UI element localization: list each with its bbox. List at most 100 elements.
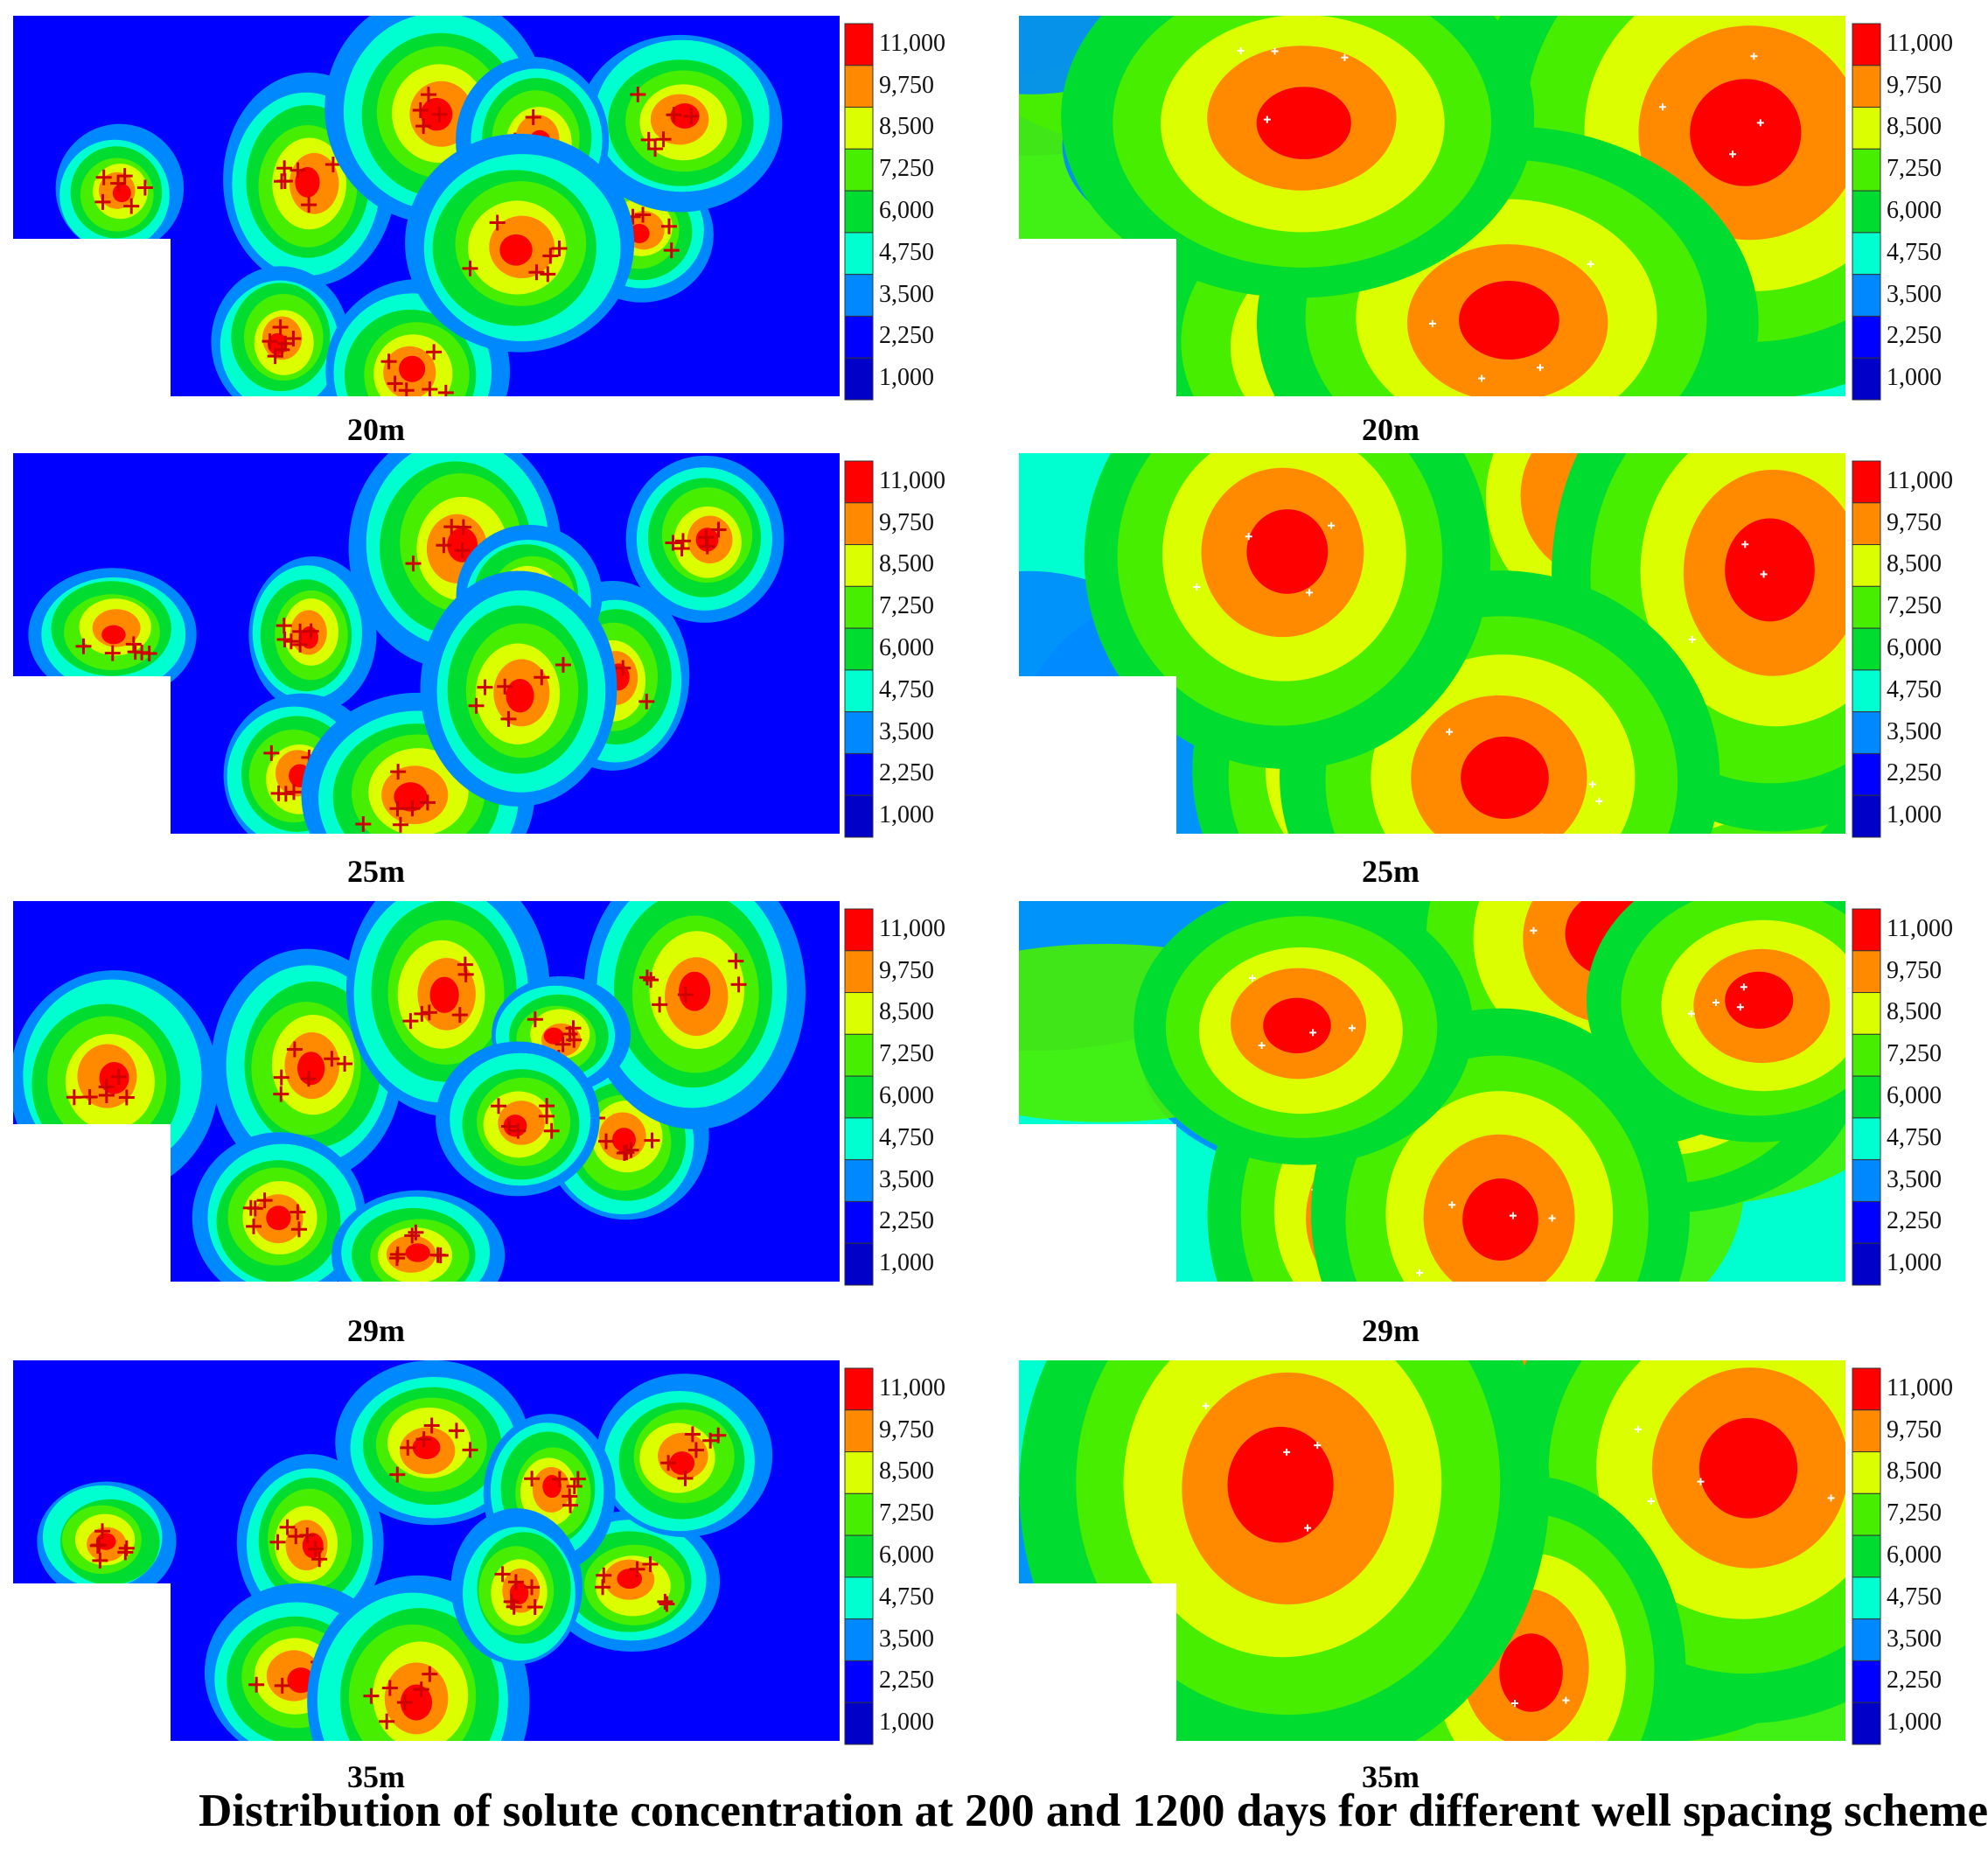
well-marker bbox=[307, 1541, 324, 1557]
colorbar-swatch bbox=[1852, 711, 1881, 754]
well-marker bbox=[92, 1552, 108, 1569]
colorbar-swatch bbox=[1852, 315, 1881, 359]
colorbar-label: 3,500 bbox=[879, 717, 934, 745]
well-marker bbox=[684, 1426, 701, 1443]
colorbar-label: 8,500 bbox=[1887, 1457, 1942, 1485]
colorbar-label: 8,500 bbox=[879, 550, 934, 578]
colorbar-swatch bbox=[844, 1702, 874, 1745]
colorbar-label: 7,250 bbox=[1887, 155, 1942, 183]
well-marker bbox=[125, 636, 142, 653]
well-marker bbox=[299, 1527, 316, 1543]
well-marker bbox=[398, 382, 415, 396]
well-marker bbox=[1348, 1024, 1356, 1032]
well-marker bbox=[1237, 47, 1245, 55]
well-marker bbox=[497, 678, 513, 695]
colorbar-swatch bbox=[844, 65, 874, 108]
colorbar-swatch bbox=[844, 148, 874, 192]
plume-contour bbox=[542, 1475, 562, 1499]
well-marker bbox=[123, 198, 140, 214]
well-marker bbox=[661, 218, 677, 234]
well-marker bbox=[355, 815, 372, 832]
plume-contour bbox=[1725, 971, 1794, 1029]
colorbar-swatch bbox=[1852, 1242, 1881, 1286]
colorbar-label: 2,250 bbox=[1887, 1207, 1942, 1235]
colorbar bbox=[844, 23, 874, 401]
well-marker bbox=[543, 1122, 560, 1139]
colorbar-label: 9,750 bbox=[879, 956, 934, 984]
well-marker bbox=[566, 1478, 582, 1494]
well-marker bbox=[405, 556, 422, 572]
colorbar-swatch bbox=[1852, 1200, 1881, 1244]
well-marker bbox=[629, 1561, 645, 1577]
well-marker bbox=[379, 1713, 395, 1730]
well-marker bbox=[95, 169, 112, 185]
well-marker bbox=[286, 784, 303, 800]
plume-contour bbox=[1725, 518, 1815, 622]
well-marker bbox=[422, 1666, 438, 1682]
well-marker bbox=[528, 264, 545, 281]
panel-caption: 29m bbox=[1362, 1313, 1420, 1348]
colorbar-swatch bbox=[844, 627, 874, 671]
colorbar-swatch bbox=[844, 460, 874, 504]
colorbar-label: 2,250 bbox=[1887, 759, 1942, 787]
well-marker bbox=[248, 1676, 265, 1693]
colorbar-label: 4,750 bbox=[1887, 1583, 1942, 1611]
well-marker bbox=[647, 141, 664, 157]
well-marker bbox=[110, 175, 127, 192]
colorbar-swatch bbox=[844, 585, 874, 629]
well-marker bbox=[1587, 260, 1594, 268]
well-marker bbox=[413, 1681, 429, 1698]
well-marker bbox=[503, 1593, 520, 1610]
well-marker bbox=[81, 1089, 98, 1106]
well-marker bbox=[555, 1036, 571, 1052]
plume-contour bbox=[1263, 997, 1331, 1054]
well-marker bbox=[277, 335, 294, 352]
colorbar-label: 11,000 bbox=[1887, 914, 1953, 942]
well-marker bbox=[1304, 1524, 1312, 1532]
plume-contour bbox=[499, 234, 533, 266]
well-marker bbox=[1283, 1448, 1291, 1456]
well-marker bbox=[118, 1089, 135, 1106]
colorbar-swatch bbox=[844, 1117, 874, 1161]
well-marker bbox=[422, 381, 438, 396]
well-marker bbox=[1688, 636, 1696, 644]
colorbar-label: 7,250 bbox=[1887, 1499, 1942, 1527]
plume-contour bbox=[1459, 280, 1559, 360]
colorbar-swatch bbox=[1852, 752, 1881, 796]
colorbar-swatch bbox=[1852, 1492, 1881, 1536]
plume-contour bbox=[400, 1684, 433, 1721]
well-marker bbox=[380, 353, 397, 370]
colorbar-swatch bbox=[844, 992, 874, 1035]
colorbar-swatch bbox=[1852, 1534, 1881, 1578]
colorbar-swatch bbox=[1852, 1451, 1881, 1494]
colorbar-swatch bbox=[844, 1451, 874, 1494]
colorbar-swatch bbox=[1852, 1075, 1881, 1119]
well-marker bbox=[389, 1246, 406, 1262]
well-marker bbox=[448, 1422, 464, 1439]
colorbar-label: 6,000 bbox=[1887, 1541, 1942, 1569]
well-marker bbox=[431, 106, 448, 122]
well-marker bbox=[272, 318, 289, 335]
well-marker bbox=[644, 1132, 660, 1149]
well-marker bbox=[311, 1551, 328, 1568]
colorbar-label: 4,750 bbox=[1887, 238, 1942, 266]
plume-contour bbox=[295, 166, 320, 198]
panel-caption: 20m bbox=[1362, 412, 1420, 447]
well-marker bbox=[551, 240, 568, 256]
well-marker bbox=[500, 710, 517, 727]
figure-title: Distribution of solute concentration at … bbox=[199, 1786, 1988, 1836]
colorbar-label: 4,750 bbox=[879, 1123, 934, 1151]
plume-contour bbox=[1227, 1426, 1334, 1543]
plume-contour bbox=[1462, 1178, 1538, 1261]
well-marker bbox=[710, 521, 727, 538]
colorbar-label: 4,750 bbox=[1887, 675, 1942, 703]
well-marker bbox=[256, 1192, 273, 1209]
well-marker bbox=[246, 1218, 262, 1234]
colorbar-label: 11,000 bbox=[879, 1373, 945, 1401]
colorbar-swatch bbox=[844, 544, 874, 587]
well-marker bbox=[1309, 1029, 1317, 1037]
well-marker bbox=[1760, 570, 1768, 578]
plume-contour bbox=[429, 976, 459, 1013]
colorbar bbox=[844, 1367, 874, 1745]
plume-contour bbox=[296, 1052, 325, 1086]
